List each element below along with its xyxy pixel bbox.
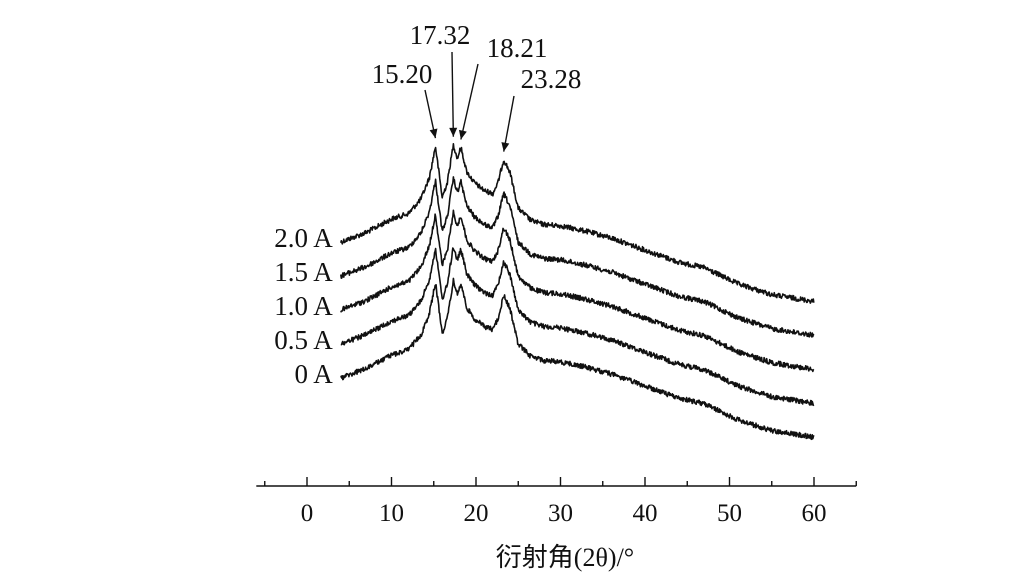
peak-label-2: 18.21 xyxy=(487,33,548,63)
peak-arrow-head-0 xyxy=(429,128,438,139)
series-label-2: 1.0 A xyxy=(274,291,333,321)
series-group xyxy=(340,143,815,441)
x-tick-label: 50 xyxy=(717,500,742,527)
series-label-0: 2.0 A xyxy=(274,223,333,253)
x-axis: 0 10 20 30 40 50 60 xyxy=(256,477,857,527)
x-tick-label: 30 xyxy=(548,500,573,527)
peak-arrow-head-3 xyxy=(501,142,510,152)
x-tick-label: 10 xyxy=(379,500,404,527)
series-line-4 xyxy=(340,277,815,441)
peak-label-0: 15.20 xyxy=(372,59,433,89)
series-label-1: 1.5 A xyxy=(274,257,333,287)
peak-arrow-head-1 xyxy=(449,127,458,137)
series-labels: 2.0 A 1.5 A 1.0 A 0.5 A 0 A xyxy=(274,223,333,389)
peak-arrow-line-1 xyxy=(451,51,455,137)
series-label-3: 0.5 A xyxy=(274,325,333,355)
x-axis-title: 衍射角(2θ)/° xyxy=(496,543,634,572)
x-tick-label: 40 xyxy=(633,500,658,527)
peak-label-1: 17.32 xyxy=(410,20,471,50)
x-tick-label: 0 xyxy=(301,500,314,527)
x-tick-label: 20 xyxy=(464,500,489,527)
x-tick-label: 60 xyxy=(802,500,827,527)
peak-label-3: 23.28 xyxy=(521,64,582,94)
peak-arrow-line-2 xyxy=(460,63,479,140)
series-line-1 xyxy=(340,176,815,338)
peak-arrow-head-2 xyxy=(458,129,467,140)
x-ticks: 0 10 20 30 40 50 60 xyxy=(264,477,857,527)
peak-arrow-line-3 xyxy=(503,95,515,152)
series-line-2 xyxy=(340,209,815,373)
series-label-4: 0 A xyxy=(295,359,334,389)
series-line-0 xyxy=(340,143,815,304)
series-line-3 xyxy=(340,247,815,407)
